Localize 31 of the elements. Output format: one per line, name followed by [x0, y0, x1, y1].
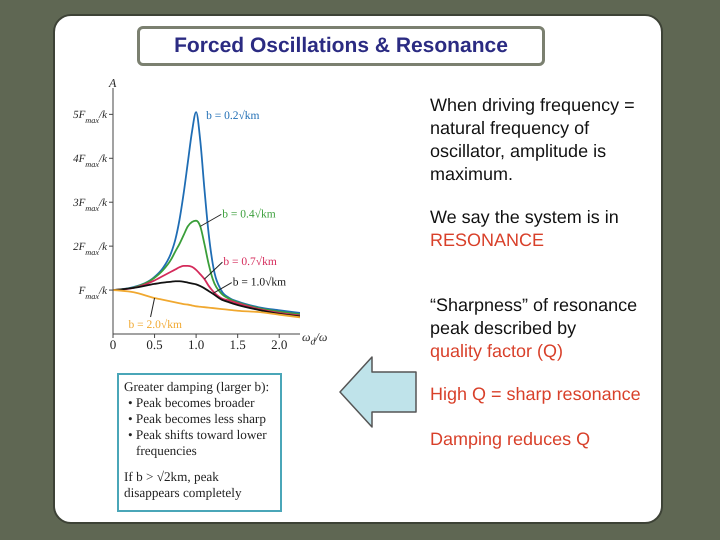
text: RESONANCE: [430, 230, 544, 250]
x-tick-label: 2.0: [271, 337, 288, 352]
text: • Peak shifts toward lower frequencies: [127, 427, 268, 459]
chart-title: Forced Oscillations & Resonance: [137, 26, 545, 66]
text: quality factor (Q): [430, 341, 564, 361]
series-label: b = 2.0√km: [128, 318, 182, 331]
series-label: b = 0.4√km: [222, 207, 276, 220]
text: High Q = sharp resonance: [430, 384, 641, 404]
line-series: [113, 289, 300, 318]
text: “Sharpness” of resonance peak described by: [430, 295, 638, 338]
text: If b > √2km, peak disappears completely: [124, 469, 243, 501]
text: • Peak becomes less sharp: [127, 411, 267, 427]
x-axis-title: ω$_{d}$/ω: [302, 330, 328, 348]
y-tick-label: 5F$_{max}$/k: [73, 109, 108, 125]
series-label: b = 0.7√km: [223, 255, 277, 268]
x-tick-label: 0: [110, 337, 116, 352]
series-label: b = 1.0√km: [232, 276, 286, 289]
y-tick-label: 2F$_{max}$/k: [73, 240, 108, 256]
x-tick-label: 0.5: [146, 337, 163, 352]
x-tick-label: 1.5: [230, 337, 246, 352]
text: When driving frequency = natural frequency of oscillator, amplitude is maximum.: [430, 95, 635, 184]
text: Damping reduces Q: [430, 429, 590, 449]
series-label: b = 0.2√km: [206, 109, 260, 122]
text: • Peak becomes broader: [127, 395, 256, 411]
y-tick-label: F$_{max}$/k: [78, 284, 108, 300]
y-tick-label: 3F$_{max}$/k: [72, 197, 108, 213]
x-tick-label: 1.0: [188, 337, 204, 352]
y-axis-title: A: [109, 76, 116, 91]
text: We say the system is in: [430, 207, 619, 227]
y-tick-label: 4F$_{max}$/k: [73, 153, 108, 169]
text: Greater damping (larger b):: [124, 379, 270, 395]
